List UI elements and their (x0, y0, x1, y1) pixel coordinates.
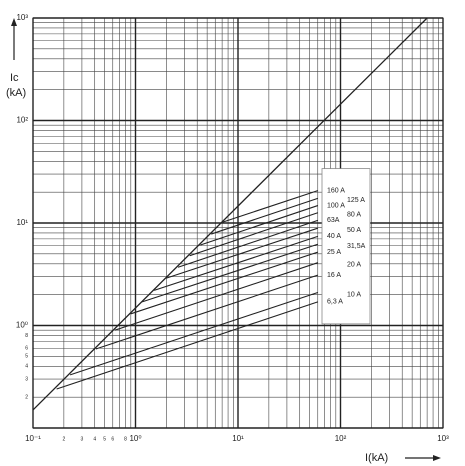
fuse-line (130, 251, 318, 315)
plot-frame (32, 17, 444, 429)
x-tick-label: 2 (62, 436, 65, 442)
x-tick-label: 8 (124, 436, 127, 442)
y-tick-label: 10⁰ (16, 321, 28, 330)
series-label: 40 A (327, 233, 341, 240)
fuse-line (189, 212, 318, 257)
series-label: 80 A (347, 212, 361, 219)
y-tick-label: 10³ (16, 13, 28, 22)
fuse-line (166, 227, 318, 279)
series-label: 31,5A (347, 243, 366, 250)
y-tick-label: 8 (25, 333, 28, 339)
x-tick-label: 10³ (437, 434, 449, 443)
series-label: 160 A (327, 187, 345, 194)
series-label: 50 A (347, 227, 361, 234)
series-label: 63A (327, 217, 340, 224)
y-tick-label: 3 (25, 376, 28, 382)
fuse-line (200, 205, 318, 246)
series-label: 25 A (327, 249, 341, 256)
fuse-line (141, 243, 318, 303)
y-tick-label: 10¹ (16, 218, 28, 227)
reference-line (32, 17, 428, 411)
x-tick-label: 3 (81, 436, 84, 442)
series-label: 10 A (347, 291, 361, 298)
series-label: 16 A (327, 272, 341, 279)
y-tick-label: 10² (16, 116, 28, 125)
x-axis-label: I(kA) (365, 452, 388, 464)
fuse-line (114, 262, 318, 331)
fuse-line (211, 197, 318, 235)
y-tick-label: 4 (25, 364, 28, 370)
series-label: 125 A (347, 197, 365, 204)
series-label: 6,3 A (327, 299, 343, 306)
y-axis-label: Ic (10, 72, 19, 84)
x-tick-label: 6 (111, 436, 114, 442)
x-tick-label: 10² (335, 434, 347, 443)
fuse-line (222, 190, 318, 223)
x-tick-label: 10¹ (232, 434, 244, 443)
x-tick-label: 10⁻¹ (25, 434, 41, 443)
fuse-line (153, 235, 318, 291)
x-tick-label: 10⁰ (129, 434, 141, 443)
y-axis-label: (kA) (6, 87, 26, 99)
y-arrow-head (11, 18, 17, 26)
y-tick-label: 2 (25, 394, 28, 400)
y-tick-label: 6 (25, 346, 28, 352)
y-tick-label: 5 (25, 354, 28, 360)
x-tick-label: 5 (103, 436, 106, 442)
fuse-line (95, 274, 318, 350)
series-label: 20 A (347, 262, 361, 269)
legend-box (321, 168, 371, 325)
x-tick-label: 4 (93, 436, 96, 442)
x-arrow-head (433, 455, 441, 461)
fuse-line (177, 219, 318, 268)
fuse-line (69, 291, 318, 376)
fuse-line (56, 301, 318, 390)
series-label: 100 A (327, 202, 345, 209)
